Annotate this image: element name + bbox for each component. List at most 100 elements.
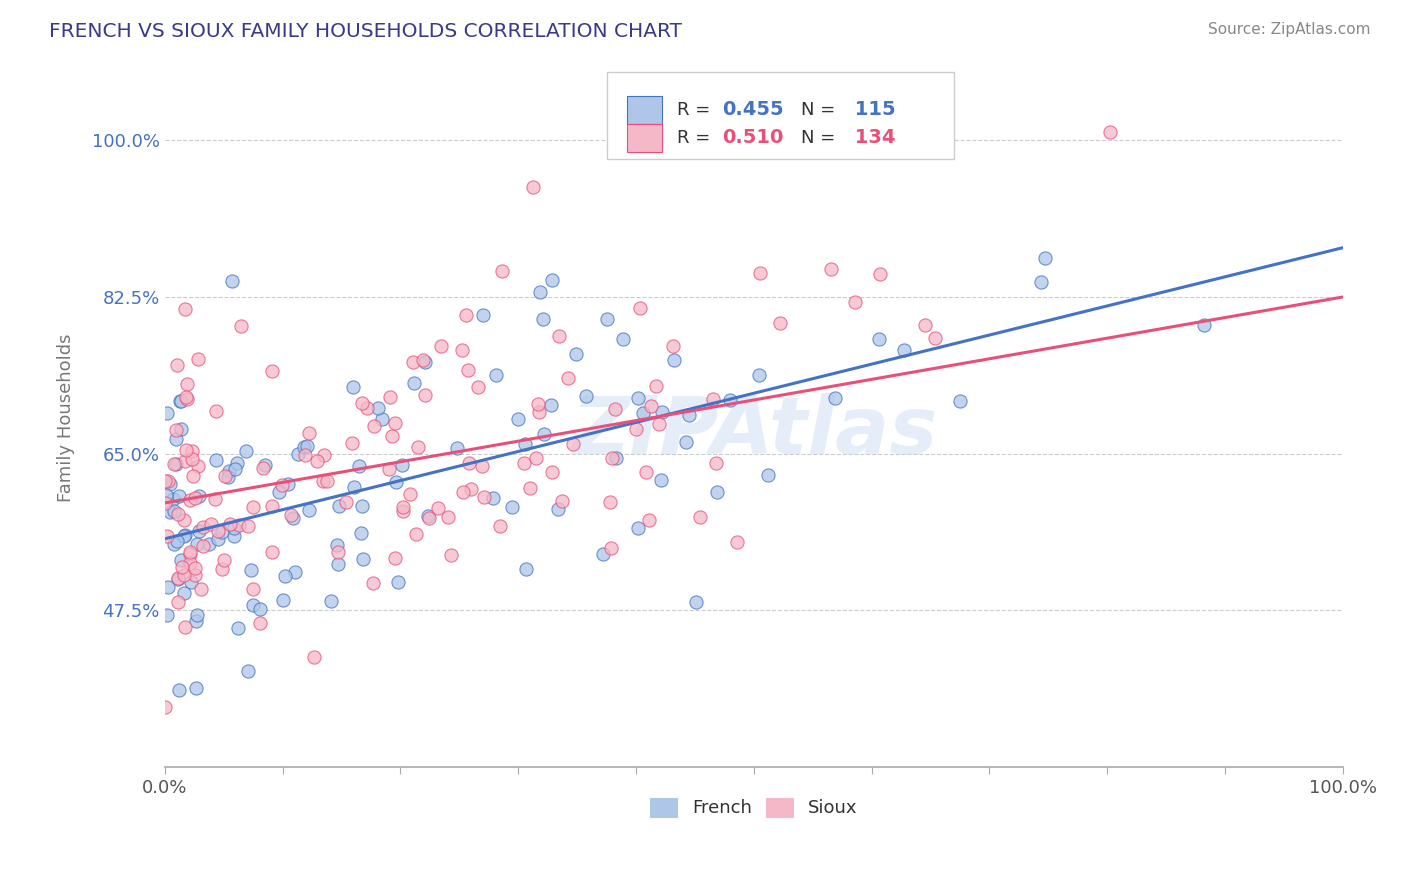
Point bbox=[156, 529, 179, 543]
Point bbox=[153, 699, 176, 714]
Point bbox=[631, 406, 654, 420]
Point bbox=[638, 513, 661, 527]
Point bbox=[522, 179, 544, 194]
Point bbox=[1029, 276, 1052, 290]
Point bbox=[326, 558, 349, 572]
Point bbox=[174, 443, 197, 458]
Point bbox=[529, 285, 551, 299]
Point bbox=[190, 582, 212, 596]
Point bbox=[551, 494, 574, 508]
Point bbox=[392, 500, 415, 514]
Point bbox=[240, 563, 263, 577]
Point bbox=[219, 516, 242, 531]
Point bbox=[488, 518, 510, 533]
Point bbox=[295, 439, 318, 453]
Point bbox=[352, 552, 374, 566]
Point bbox=[689, 510, 711, 524]
Point bbox=[242, 500, 264, 515]
Point bbox=[204, 492, 226, 507]
Point bbox=[645, 379, 668, 393]
Point bbox=[156, 406, 179, 420]
Point bbox=[153, 474, 176, 488]
Point bbox=[167, 489, 190, 503]
Point bbox=[485, 368, 508, 383]
Point bbox=[340, 436, 363, 450]
Point bbox=[524, 450, 547, 465]
Point bbox=[384, 475, 406, 489]
Point bbox=[541, 273, 564, 287]
Point bbox=[356, 401, 378, 415]
Point bbox=[769, 316, 792, 330]
Point bbox=[205, 453, 228, 467]
Point bbox=[184, 615, 207, 629]
Point bbox=[678, 408, 700, 422]
Point bbox=[292, 440, 315, 454]
Text: R =: R = bbox=[678, 128, 716, 147]
Point bbox=[159, 476, 181, 491]
Point bbox=[262, 364, 284, 378]
Point bbox=[176, 392, 198, 406]
Point bbox=[179, 544, 201, 558]
Point bbox=[540, 398, 562, 412]
Point bbox=[217, 470, 239, 484]
Point bbox=[651, 404, 673, 418]
Point bbox=[236, 664, 259, 678]
Point bbox=[661, 339, 683, 353]
Point bbox=[229, 318, 252, 333]
Point bbox=[467, 380, 489, 394]
Point bbox=[267, 485, 290, 500]
Point bbox=[211, 562, 233, 576]
Point bbox=[749, 266, 772, 280]
Point bbox=[451, 343, 474, 357]
Point bbox=[173, 454, 195, 468]
Point bbox=[720, 393, 742, 408]
Point bbox=[596, 311, 619, 326]
Point bbox=[526, 397, 548, 411]
Legend: French, Sioux: French, Sioux bbox=[643, 791, 865, 824]
Point bbox=[174, 528, 197, 542]
Point bbox=[312, 449, 335, 463]
Point bbox=[352, 499, 374, 513]
Point bbox=[378, 462, 401, 476]
Point bbox=[200, 516, 222, 531]
Point bbox=[228, 518, 250, 533]
Point bbox=[159, 505, 181, 519]
Point bbox=[167, 571, 190, 585]
Point bbox=[533, 426, 555, 441]
Point bbox=[167, 595, 190, 609]
Point bbox=[408, 441, 430, 455]
Point bbox=[162, 491, 184, 506]
Point bbox=[167, 572, 190, 586]
Point bbox=[440, 549, 463, 563]
Point bbox=[214, 553, 236, 567]
Point bbox=[547, 328, 569, 343]
Text: ZIPAtlas: ZIPAtlas bbox=[571, 392, 936, 471]
Point bbox=[605, 451, 627, 466]
Point bbox=[914, 318, 936, 332]
Point bbox=[413, 387, 436, 401]
Point bbox=[820, 262, 842, 277]
Point bbox=[685, 595, 707, 609]
Point bbox=[181, 444, 204, 458]
Text: 134: 134 bbox=[848, 128, 896, 147]
Point bbox=[186, 608, 208, 623]
Point bbox=[211, 524, 233, 539]
Point bbox=[381, 429, 404, 443]
Point bbox=[188, 524, 211, 538]
Point bbox=[640, 399, 662, 413]
Point bbox=[398, 486, 420, 500]
Point bbox=[298, 503, 321, 517]
Point bbox=[184, 561, 207, 575]
Point bbox=[166, 534, 188, 549]
Point bbox=[249, 602, 271, 616]
Text: 0.510: 0.510 bbox=[723, 128, 783, 147]
Point bbox=[363, 419, 385, 434]
FancyBboxPatch shape bbox=[606, 72, 955, 160]
Point bbox=[180, 575, 202, 590]
Point bbox=[319, 593, 342, 607]
Point bbox=[187, 490, 209, 504]
Point bbox=[541, 466, 564, 480]
Point bbox=[384, 551, 406, 566]
Point bbox=[271, 477, 294, 491]
Point bbox=[557, 370, 579, 384]
